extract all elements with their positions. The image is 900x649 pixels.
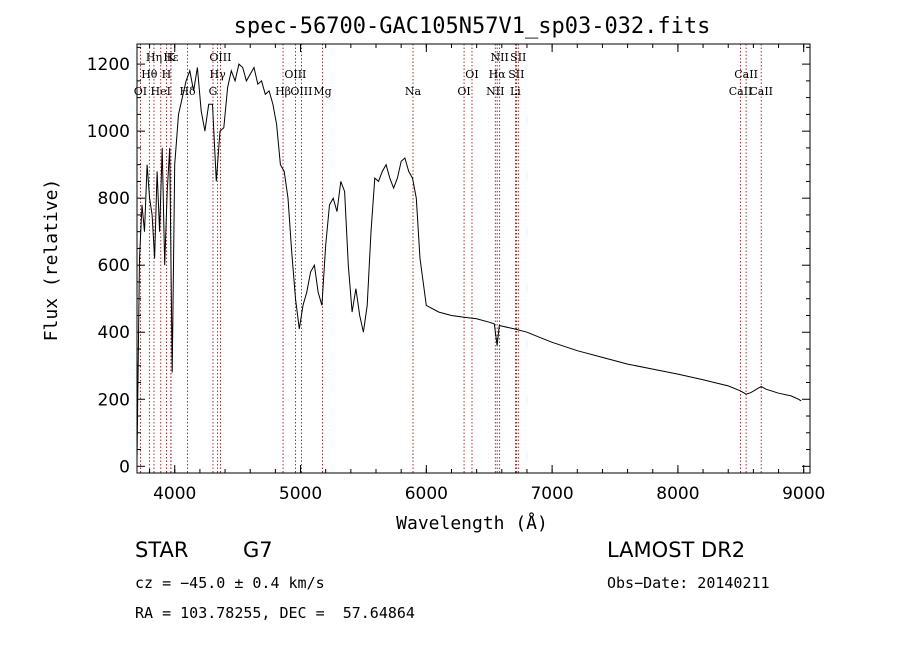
line-label: HeI xyxy=(151,85,171,98)
x-tick-label: 8000 xyxy=(656,484,699,504)
x-tick-label: 5000 xyxy=(279,484,322,504)
line-label: CaII xyxy=(734,68,758,81)
x-tick-label: 7000 xyxy=(530,484,573,504)
object-subclass: G7 xyxy=(243,538,273,562)
y-axis-ticks: 0 200 400 600 800 1000 1200 xyxy=(87,46,810,477)
line-label: SII xyxy=(510,51,526,64)
x-axis-ticks: 4000 5000 6000 7000 8000 9000 xyxy=(149,44,825,504)
chart-title: spec-56700-GAC105N57V1_sp03-032.fits xyxy=(234,14,711,39)
line-label: Li xyxy=(510,85,521,98)
y-tick-label: 800 xyxy=(98,189,130,209)
line-label: H xyxy=(162,68,172,81)
y-tick-label: 200 xyxy=(98,390,130,410)
x-tick-label: 6000 xyxy=(405,484,448,504)
plot-frame xyxy=(136,43,811,474)
line-label: Hη xyxy=(146,51,162,64)
object-class: STAR xyxy=(135,538,189,562)
line-label: G xyxy=(209,85,218,98)
line-label: SII xyxy=(508,68,524,81)
y-tick-label: 0 xyxy=(119,457,130,477)
line-label: OIII xyxy=(284,68,306,81)
line-label: OI xyxy=(134,85,147,98)
line-label: Hε xyxy=(163,51,179,64)
line-label: Hα xyxy=(489,68,507,81)
line-label: NII xyxy=(486,85,504,98)
y-tick-label: 1200 xyxy=(87,55,130,75)
y-tick-label: 600 xyxy=(98,256,130,276)
line-label: Hβ xyxy=(275,85,291,98)
x-tick-label: 4000 xyxy=(153,484,196,504)
y-axis-label: Flux (relative) xyxy=(41,179,62,342)
coordinates-text: RA = 103.78255, DEC = 57.64864 xyxy=(135,604,415,622)
obs-date-text: Obs−Date: 20140211 xyxy=(607,574,770,592)
line-label: Hθ xyxy=(141,68,158,81)
line-label: Hγ xyxy=(210,68,227,81)
x-axis-label: Wavelength (Å) xyxy=(396,512,548,534)
line-label: K xyxy=(167,51,176,64)
line-label: Hδ xyxy=(179,85,196,98)
line-label: NII xyxy=(491,51,509,64)
line-label: OI xyxy=(457,85,470,98)
spectrum-series-line xyxy=(136,63,802,460)
line-label: OI xyxy=(465,68,478,81)
spectral-line-markers xyxy=(139,44,762,473)
line-label: CaII xyxy=(729,85,753,98)
line-label: Na xyxy=(405,85,422,98)
y-tick-label: 400 xyxy=(98,323,130,343)
y-tick-label: 1000 xyxy=(87,122,130,142)
line-label: OIII xyxy=(290,85,312,98)
x-tick-label: 9000 xyxy=(782,484,825,504)
line-label: Mg xyxy=(313,85,331,98)
line-label: OIII xyxy=(209,51,231,64)
redshift-text: cz = −45.0 ± 0.4 km/s xyxy=(135,574,325,592)
survey-name: LAMOST DR2 xyxy=(607,538,746,562)
line-label: CaII xyxy=(749,85,773,98)
